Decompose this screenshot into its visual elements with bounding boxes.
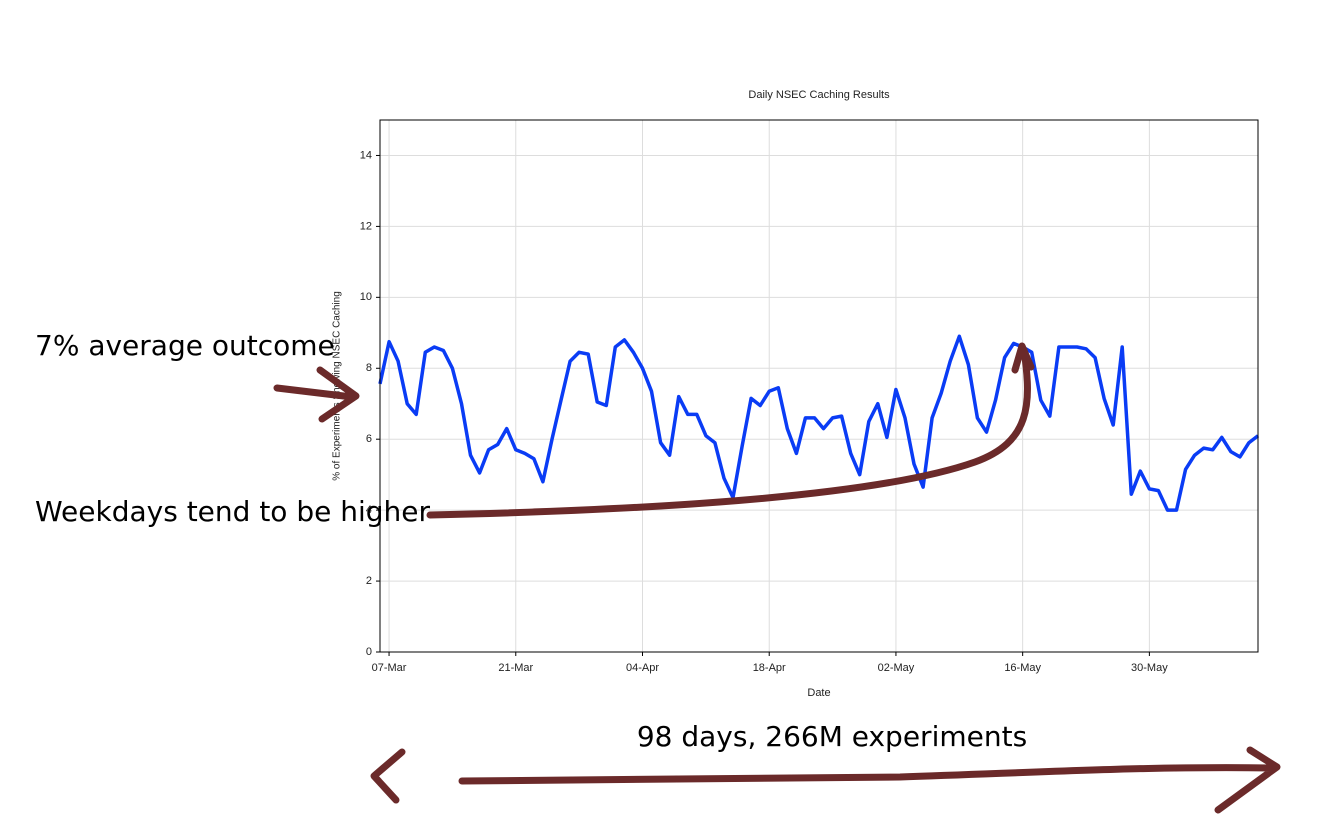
annotation: Weekdays tend to be higher xyxy=(35,495,431,528)
annotation: 98 days, 266M experiments xyxy=(637,720,1027,753)
chart-title: Daily NSEC Caching Results xyxy=(748,89,890,101)
y-tick-label: 0 xyxy=(366,646,372,658)
y-tick-label: 8 xyxy=(366,362,372,374)
plot-frame xyxy=(379,119,1259,653)
plot-area: 0 2 4 6 8 10 12 14 07-Mar 21-Mar 04-Apr 18-Apr 02-Ma… xyxy=(360,120,1260,674)
arrow xyxy=(273,366,360,423)
x-tick-label: 21-Mar xyxy=(498,662,533,674)
x-tick-label: 16-May xyxy=(1004,662,1041,674)
x-tick-label: 04-Apr xyxy=(626,662,659,674)
x-tick-label: 30-May xyxy=(1131,662,1168,674)
annotation: 7% average outcome xyxy=(35,329,335,362)
x-tick-label: 18-Apr xyxy=(753,662,786,674)
x-tick-label: 07-Mar xyxy=(372,662,407,674)
line-series xyxy=(378,334,1260,512)
y-tick-label: 2 xyxy=(366,575,372,587)
y-tick-label: 4 xyxy=(366,504,372,516)
arrow xyxy=(426,342,1035,519)
x-axis-label: Date xyxy=(807,687,830,699)
y-tick-label: 14 xyxy=(360,149,372,161)
arrow xyxy=(370,746,1281,814)
y-tick-label: 12 xyxy=(360,220,372,232)
y-tick-label: 10 xyxy=(360,291,372,303)
x-tick-label: 02-May xyxy=(878,662,915,674)
y-tick-label: 6 xyxy=(366,433,372,445)
